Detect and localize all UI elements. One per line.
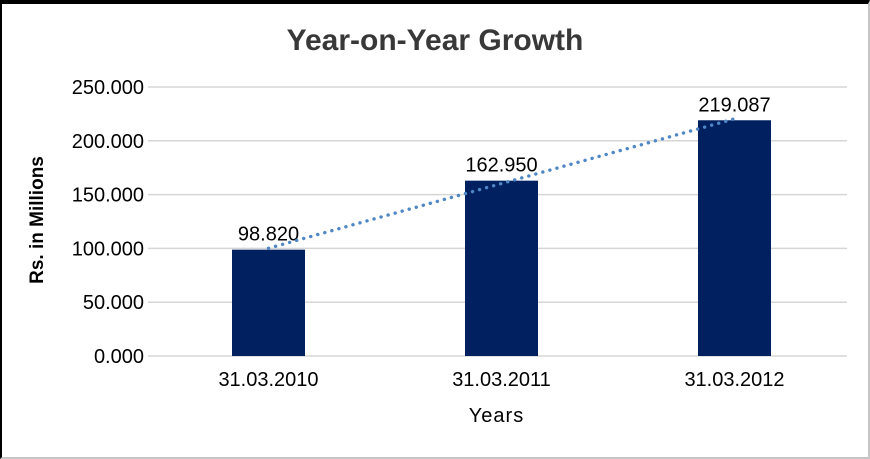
x-category-label: 31.03.2010 bbox=[218, 369, 318, 391]
x-category-label: 31.03.2012 bbox=[684, 369, 784, 391]
bar-31.03.2010 bbox=[232, 249, 305, 356]
chart-title: Year-on-Year Growth bbox=[286, 24, 584, 57]
y-tick-label: 50.000 bbox=[83, 292, 144, 314]
y-tick-label: 150.000 bbox=[72, 185, 144, 207]
trendline bbox=[266, 117, 737, 250]
y-tick-label: 250.000 bbox=[72, 77, 144, 99]
y-tick-label: 100.000 bbox=[72, 238, 144, 260]
x-category-label: 31.03.2011 bbox=[452, 369, 551, 391]
y-tick-label: 200.000 bbox=[72, 131, 144, 153]
bar-value-label: 219.087 bbox=[698, 94, 770, 116]
bar-value-label: 162.950 bbox=[465, 155, 537, 177]
y-tick-label: 0.000 bbox=[94, 346, 144, 368]
plot-area: 0.000 50.000 100.000 150.000 200.000 250.000 9… bbox=[72, 77, 847, 391]
x-axis-title: Years bbox=[468, 405, 525, 427]
bar-value-label: 98.820 bbox=[238, 224, 299, 246]
bar-31.03.2011 bbox=[465, 180, 538, 356]
bar-31.03.2012 bbox=[698, 120, 771, 356]
